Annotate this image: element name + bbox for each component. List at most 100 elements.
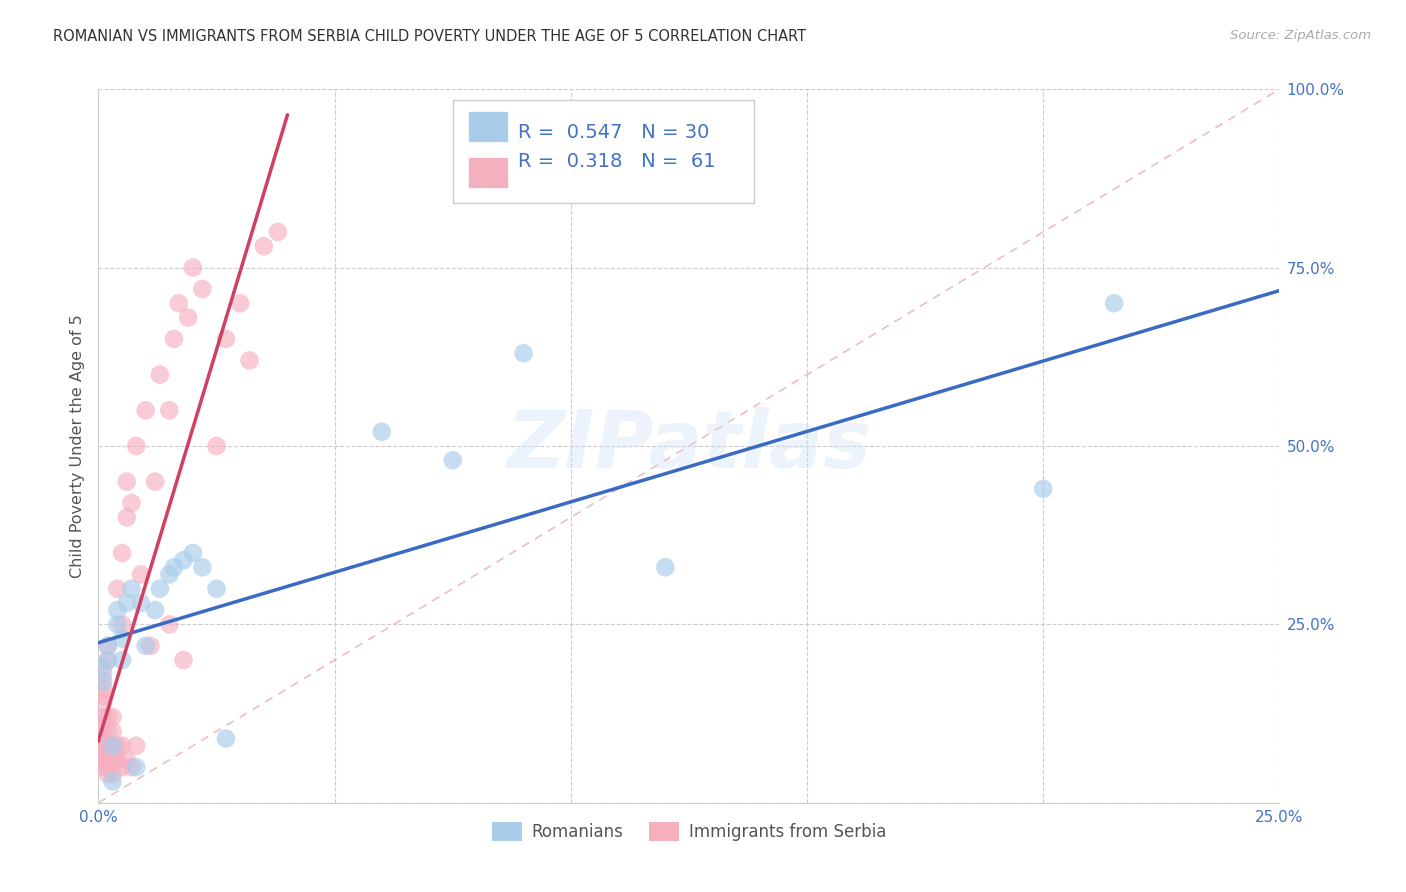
Point [512, 346, 534, 360]
Point [105, 753, 128, 767]
Point [177, 310, 200, 325]
Point [105, 603, 128, 617]
Point [101, 724, 124, 739]
Point [105, 582, 128, 596]
Point [205, 582, 228, 596]
Point [163, 560, 186, 574]
Point [101, 746, 124, 760]
Point [91, 674, 114, 689]
Point [441, 453, 464, 467]
FancyBboxPatch shape [453, 100, 754, 203]
Point [157, 617, 180, 632]
Point [115, 475, 138, 489]
Point [181, 260, 204, 275]
Point [1032, 482, 1054, 496]
Point [215, 731, 238, 746]
Point [139, 639, 162, 653]
FancyBboxPatch shape [468, 111, 508, 142]
Point [91, 753, 114, 767]
Point [1102, 296, 1125, 310]
Point [115, 753, 138, 767]
FancyBboxPatch shape [468, 157, 508, 188]
Text: R =  0.318   N =  61: R = 0.318 N = 61 [517, 152, 716, 171]
Point [229, 296, 252, 310]
Point [97, 653, 120, 667]
Point [157, 403, 180, 417]
Point [97, 746, 120, 760]
Point [129, 567, 152, 582]
Point [121, 760, 143, 774]
Point [91, 717, 114, 731]
Point [172, 653, 194, 667]
Point [97, 639, 120, 653]
Point [111, 739, 134, 753]
Point [205, 439, 228, 453]
Point [91, 660, 114, 674]
Point [135, 639, 157, 653]
Point [101, 774, 124, 789]
Point [654, 560, 676, 574]
Point [105, 617, 128, 632]
Point [91, 667, 114, 681]
Point [97, 767, 120, 781]
Point [91, 746, 114, 760]
Legend: Romanians, Immigrants from Serbia: Romanians, Immigrants from Serbia [485, 815, 893, 848]
Point [101, 753, 124, 767]
Point [91, 689, 114, 703]
Point [101, 760, 124, 774]
Point [267, 225, 290, 239]
Point [167, 296, 190, 310]
Text: R =  0.547   N = 30: R = 0.547 N = 30 [517, 123, 709, 143]
Point [105, 739, 128, 753]
Point [91, 760, 114, 774]
Point [101, 710, 124, 724]
Point [115, 596, 138, 610]
Point [125, 760, 148, 774]
Point [215, 332, 238, 346]
Point [91, 724, 114, 739]
Point [91, 731, 114, 746]
Point [91, 710, 114, 724]
Point [97, 653, 120, 667]
Point [101, 739, 124, 753]
Text: ZIPatlas: ZIPatlas [506, 407, 872, 485]
Point [143, 475, 166, 489]
Point [91, 696, 114, 710]
Y-axis label: Child Poverty Under the Age of 5: Child Poverty Under the Age of 5 [69, 314, 84, 578]
Point [97, 724, 120, 739]
Point [371, 425, 394, 439]
Point [111, 760, 134, 774]
Text: ROMANIAN VS IMMIGRANTS FROM SERBIA CHILD POVERTY UNDER THE AGE OF 5 CORRELATION : ROMANIAN VS IMMIGRANTS FROM SERBIA CHILD… [53, 29, 807, 45]
Point [111, 632, 134, 646]
Point [191, 282, 214, 296]
Point [149, 368, 172, 382]
Point [97, 710, 120, 724]
Point [121, 582, 143, 596]
Point [125, 439, 148, 453]
Point [91, 739, 114, 753]
Point [111, 653, 134, 667]
Point [149, 582, 172, 596]
Point [115, 510, 138, 524]
Point [97, 760, 120, 774]
Point [125, 739, 148, 753]
Point [97, 739, 120, 753]
Point [91, 681, 114, 696]
Point [239, 353, 262, 368]
Point [121, 496, 143, 510]
Point [97, 639, 120, 653]
Point [129, 596, 152, 610]
Point [97, 753, 120, 767]
Point [135, 403, 157, 417]
Text: Source: ZipAtlas.com: Source: ZipAtlas.com [1230, 29, 1371, 43]
Point [143, 603, 166, 617]
Point [181, 546, 204, 560]
Point [172, 553, 194, 567]
Point [191, 560, 214, 574]
Point [157, 567, 180, 582]
Point [253, 239, 276, 253]
Point [101, 739, 124, 753]
Point [163, 332, 186, 346]
Point [111, 546, 134, 560]
Point [111, 617, 134, 632]
